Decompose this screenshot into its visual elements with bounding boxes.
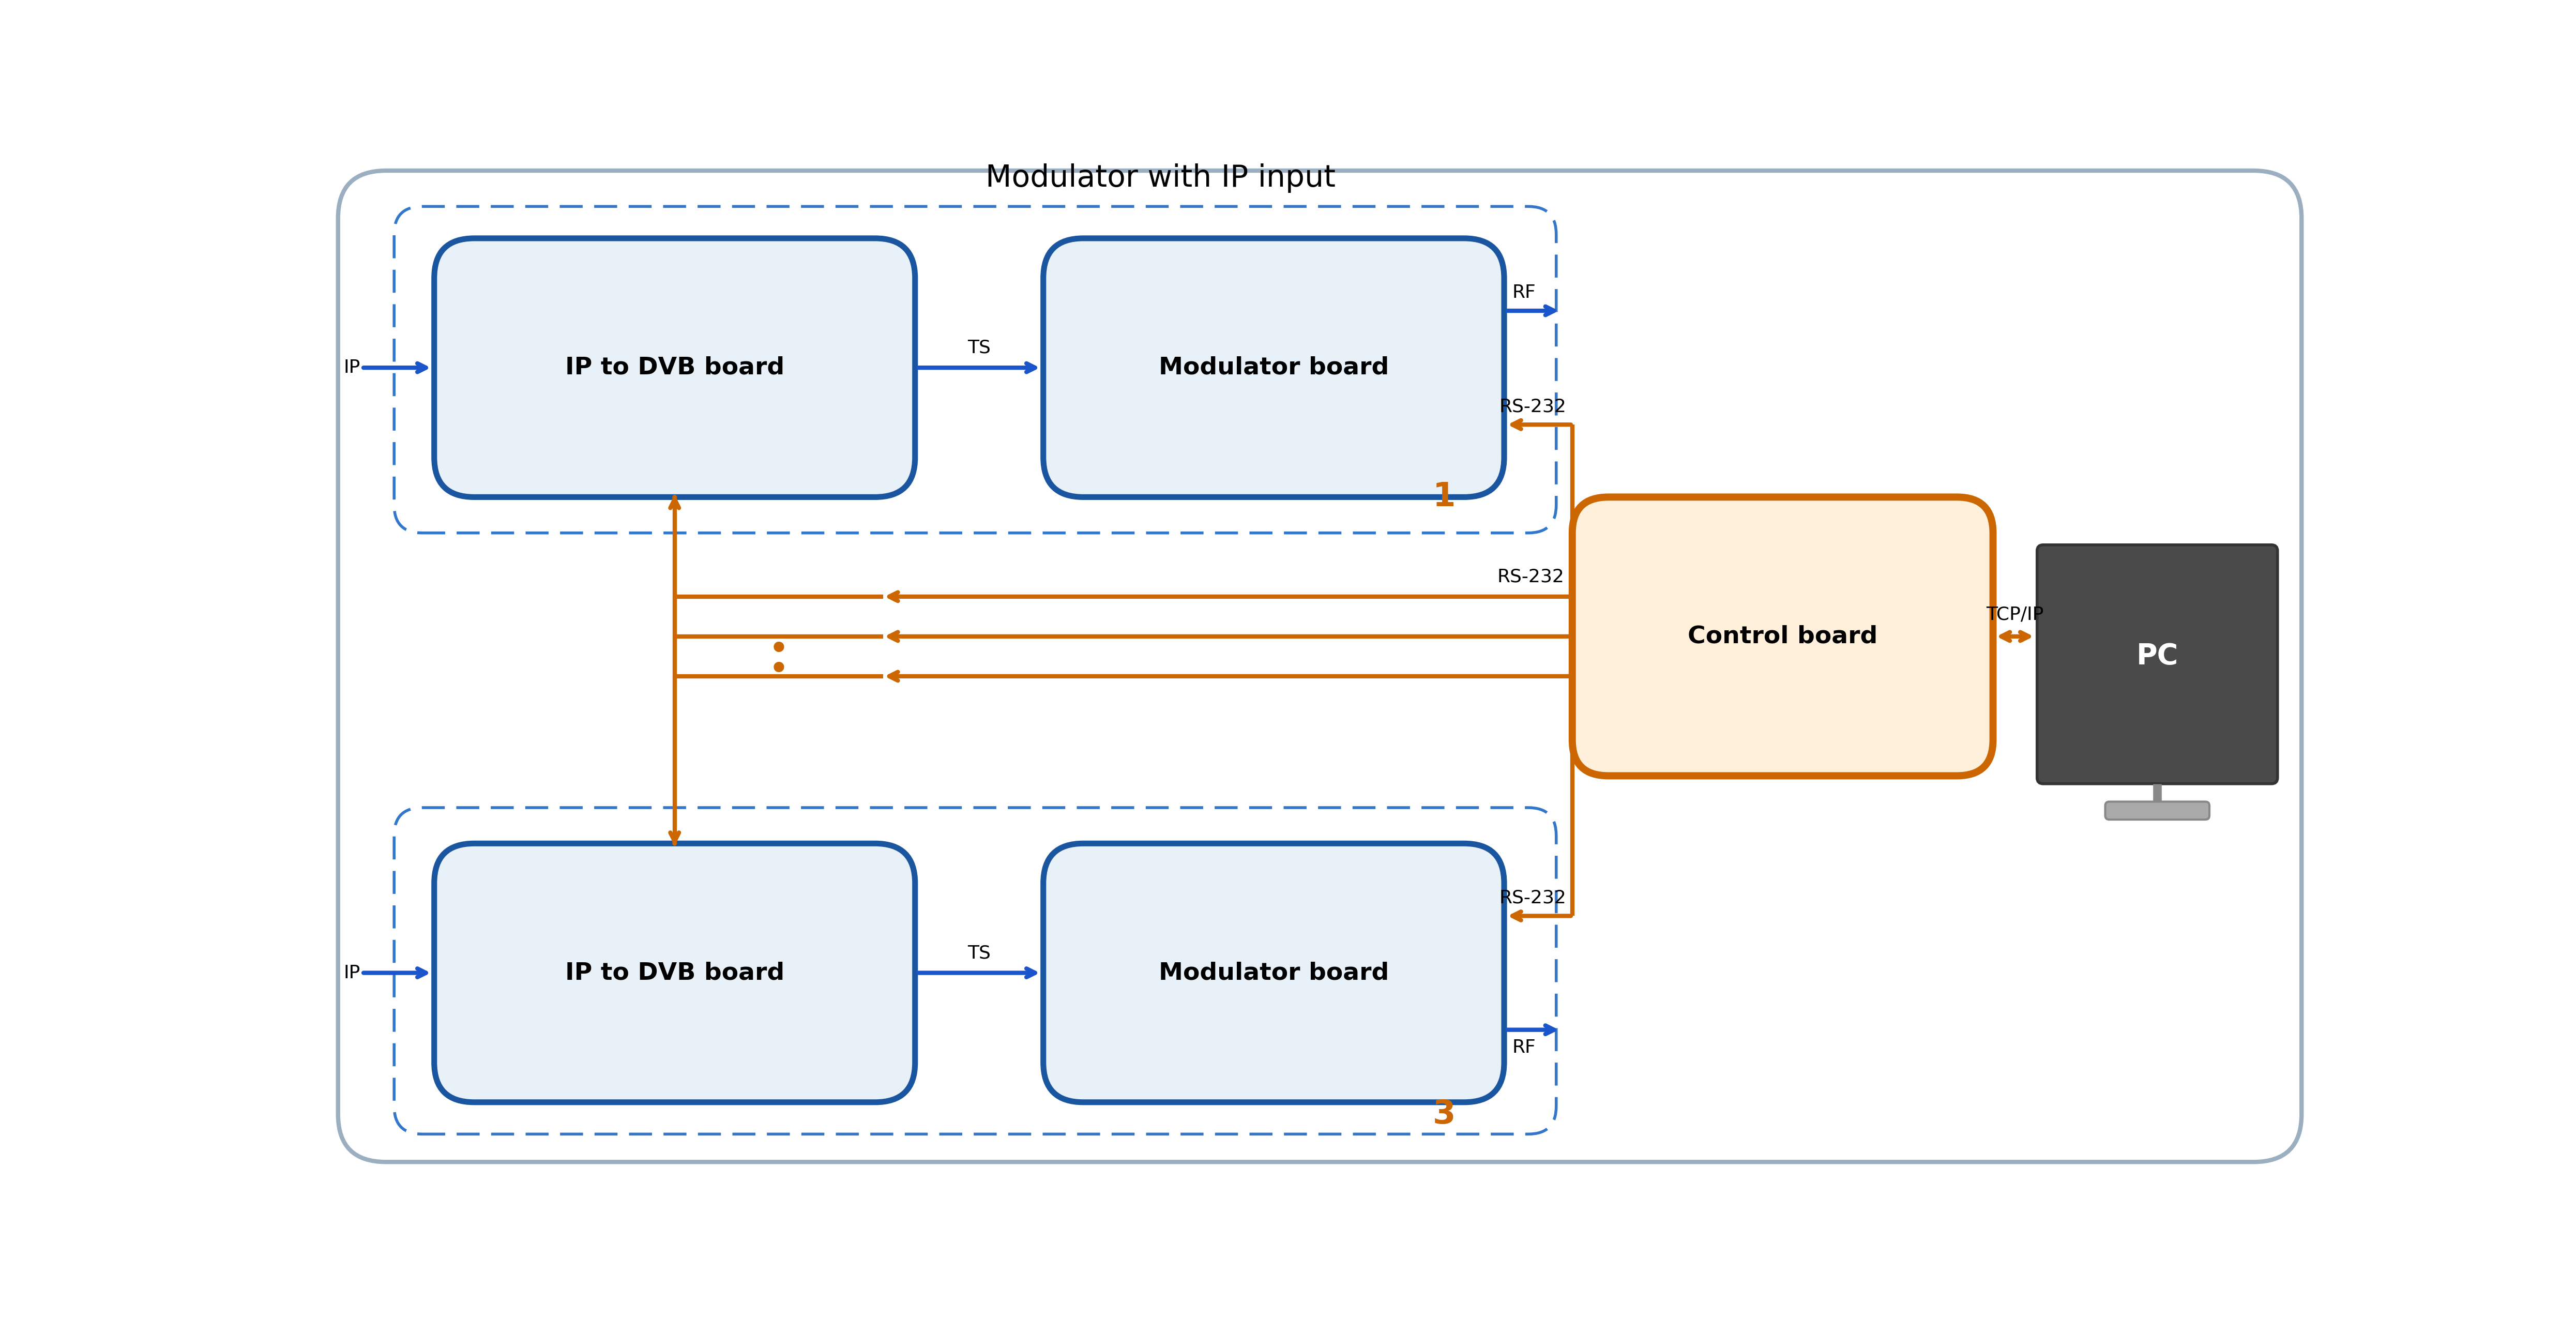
Text: Modulator board: Modulator board: [1159, 356, 1388, 380]
Text: RS-232: RS-232: [1497, 568, 1564, 586]
Text: IP: IP: [343, 964, 361, 981]
Text: IP to DVB board: IP to DVB board: [564, 356, 783, 380]
FancyBboxPatch shape: [2038, 545, 2277, 783]
Text: RS-232: RS-232: [1499, 889, 1566, 906]
Text: RS-232: RS-232: [1499, 398, 1566, 415]
Text: IP: IP: [343, 359, 361, 376]
FancyBboxPatch shape: [1043, 239, 1504, 497]
Text: Control board: Control board: [1687, 625, 1878, 648]
FancyBboxPatch shape: [435, 239, 914, 497]
FancyBboxPatch shape: [1571, 497, 1994, 776]
Text: TS: TS: [969, 944, 992, 962]
Text: PC: PC: [2136, 642, 2179, 670]
Text: IP to DVB board: IP to DVB board: [564, 962, 783, 984]
FancyBboxPatch shape: [337, 170, 2300, 1162]
Text: Modulator with IP input: Modulator with IP input: [987, 164, 1334, 193]
FancyBboxPatch shape: [1043, 843, 1504, 1103]
FancyBboxPatch shape: [435, 843, 914, 1103]
Text: 3: 3: [1432, 1097, 1455, 1130]
FancyBboxPatch shape: [2105, 802, 2210, 819]
Text: TCP/IP: TCP/IP: [1986, 605, 2043, 624]
Text: TS: TS: [969, 339, 992, 356]
Text: Modulator board: Modulator board: [1159, 962, 1388, 984]
Text: •: •: [768, 633, 788, 667]
Text: 1: 1: [1432, 481, 1455, 513]
Text: •: •: [768, 653, 788, 687]
Text: RF: RF: [1512, 1039, 1535, 1057]
Text: RF: RF: [1512, 284, 1535, 302]
